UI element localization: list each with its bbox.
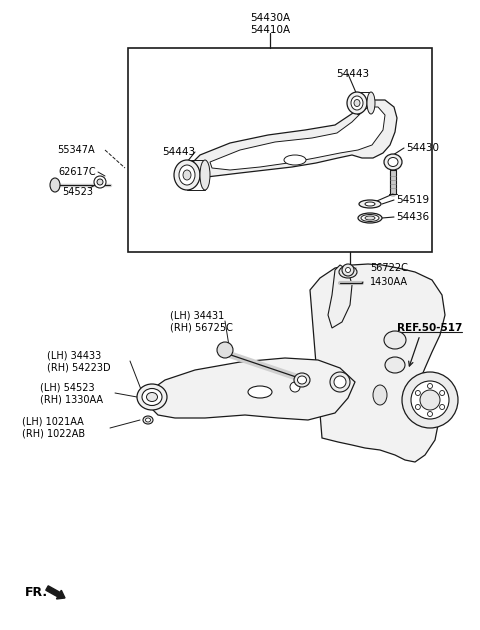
Text: 54519: 54519 — [396, 195, 429, 205]
Ellipse shape — [354, 100, 360, 106]
Text: REF.50-517: REF.50-517 — [396, 323, 462, 333]
Ellipse shape — [365, 202, 375, 206]
Circle shape — [420, 390, 440, 410]
Ellipse shape — [146, 392, 157, 401]
Ellipse shape — [361, 214, 379, 222]
Ellipse shape — [347, 92, 367, 114]
Bar — [128, 48, 432, 252]
Ellipse shape — [334, 376, 346, 388]
Ellipse shape — [143, 416, 153, 424]
Text: (LH) 34433: (LH) 34433 — [47, 350, 101, 360]
Circle shape — [428, 384, 432, 389]
Text: 54523: 54523 — [62, 187, 94, 197]
Ellipse shape — [97, 179, 103, 185]
Circle shape — [346, 268, 350, 273]
Circle shape — [411, 381, 449, 419]
Circle shape — [402, 372, 458, 428]
Text: 56722C: 56722C — [370, 263, 408, 273]
Ellipse shape — [385, 357, 405, 373]
Ellipse shape — [145, 418, 151, 422]
Text: 54443: 54443 — [336, 69, 369, 79]
Ellipse shape — [142, 389, 162, 406]
Text: 54436: 54436 — [396, 212, 429, 222]
Text: 54430: 54430 — [406, 143, 439, 153]
Ellipse shape — [339, 266, 357, 278]
Polygon shape — [148, 358, 355, 420]
Circle shape — [440, 391, 444, 396]
Polygon shape — [210, 107, 385, 170]
Ellipse shape — [200, 160, 210, 190]
Ellipse shape — [358, 213, 382, 223]
Ellipse shape — [384, 154, 402, 170]
Text: FR.: FR. — [25, 587, 48, 600]
Circle shape — [217, 342, 233, 358]
Text: (LH) 34431: (LH) 34431 — [170, 310, 224, 320]
Text: 55347A: 55347A — [58, 145, 95, 155]
Ellipse shape — [351, 96, 363, 110]
Text: (LH) 54523: (LH) 54523 — [40, 382, 95, 392]
Circle shape — [415, 391, 420, 396]
Ellipse shape — [290, 382, 300, 392]
Text: (RH) 56725C: (RH) 56725C — [170, 323, 233, 333]
Text: 54443: 54443 — [162, 147, 195, 157]
Circle shape — [428, 411, 432, 416]
Text: (RH) 1330AA: (RH) 1330AA — [40, 394, 103, 404]
Text: 54430A: 54430A — [250, 13, 290, 23]
FancyArrow shape — [46, 586, 65, 599]
Ellipse shape — [365, 216, 375, 220]
Polygon shape — [310, 264, 445, 462]
Ellipse shape — [373, 385, 387, 405]
Ellipse shape — [298, 376, 307, 384]
Ellipse shape — [183, 170, 191, 180]
Ellipse shape — [174, 160, 200, 190]
Ellipse shape — [248, 386, 272, 398]
Ellipse shape — [50, 178, 60, 192]
Ellipse shape — [359, 200, 381, 208]
Ellipse shape — [294, 373, 310, 387]
Ellipse shape — [384, 331, 406, 349]
Ellipse shape — [388, 158, 398, 166]
Ellipse shape — [367, 92, 375, 114]
Ellipse shape — [137, 384, 167, 410]
Ellipse shape — [330, 372, 350, 392]
Text: (RH) 1022AB: (RH) 1022AB — [22, 429, 85, 439]
Circle shape — [415, 404, 420, 410]
Text: 1430AA: 1430AA — [370, 277, 408, 287]
Ellipse shape — [179, 165, 195, 185]
Polygon shape — [328, 265, 352, 328]
Circle shape — [440, 404, 444, 410]
Text: (LH) 1021AA: (LH) 1021AA — [22, 417, 84, 427]
Polygon shape — [190, 100, 397, 178]
Ellipse shape — [94, 176, 106, 188]
Text: 54410A: 54410A — [250, 25, 290, 35]
Circle shape — [342, 264, 354, 276]
Ellipse shape — [284, 155, 306, 165]
Text: 62617C: 62617C — [58, 167, 96, 177]
Text: (RH) 54223D: (RH) 54223D — [47, 362, 110, 372]
